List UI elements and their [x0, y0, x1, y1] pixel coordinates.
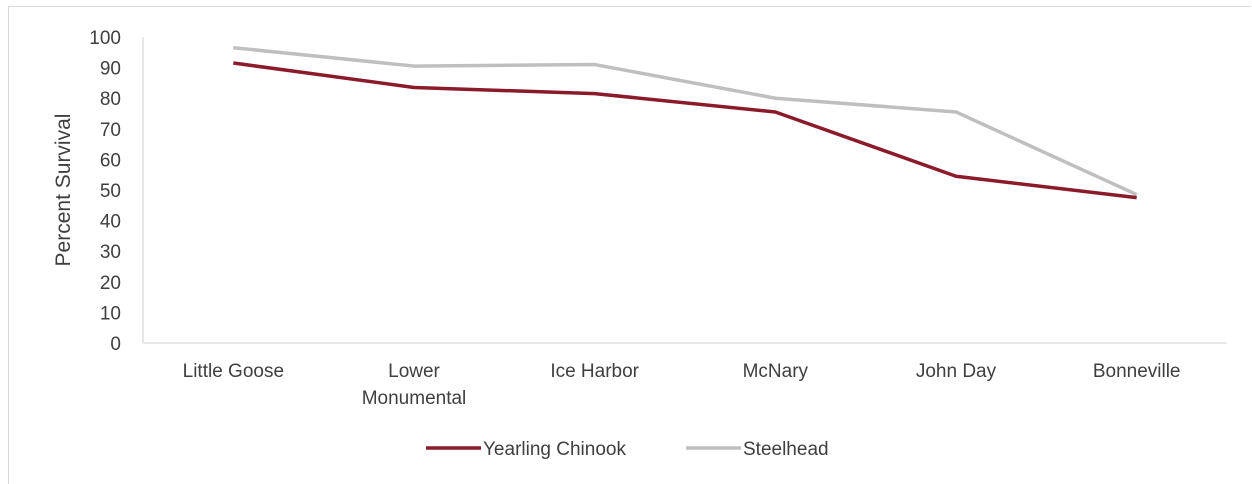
axes [142, 37, 1227, 344]
y-tick-label: 0 [110, 334, 121, 355]
x-category-label: McNary [743, 361, 809, 382]
y-tick-label: 100 [89, 28, 121, 49]
legend-label: Yearling Chinook [483, 439, 626, 460]
series-line [233, 45, 1138, 197]
legend-label: Steelhead [743, 439, 829, 460]
chart-frame [8, 6, 1251, 484]
series-lines [233, 45, 1138, 200]
y-tick-label: 30 [100, 242, 121, 263]
y-tick-labels: 0 10 20 30 40 50 60 70 80 90 100 [89, 28, 121, 355]
x-category-label: Little Goose [183, 361, 284, 382]
y-tick-label: 90 [100, 59, 121, 80]
x-category-label: Ice Harbor [550, 361, 639, 382]
y-tick-label: 80 [100, 89, 121, 110]
y-tick-label: 10 [100, 303, 121, 324]
y-tick-label: 20 [100, 273, 121, 294]
x-category-label: Lower [388, 361, 440, 382]
y-tick-label: 70 [100, 120, 121, 141]
x-category-label: John Day [916, 361, 997, 382]
y-tick-label: 40 [100, 212, 121, 233]
y-tick-label: 60 [100, 150, 121, 171]
x-category-labels: Little Goose Lower Monumental Ice Harbor McN… [183, 361, 1181, 409]
y-tick-label: 50 [100, 181, 121, 202]
x-category-label: Monumental [362, 388, 467, 409]
x-category-label: Bonneville [1093, 361, 1181, 382]
y-axis-label: Percent Survival [52, 114, 75, 267]
legend: Yearling Chinook Steelhead [426, 439, 829, 460]
series-line [233, 61, 1137, 200]
